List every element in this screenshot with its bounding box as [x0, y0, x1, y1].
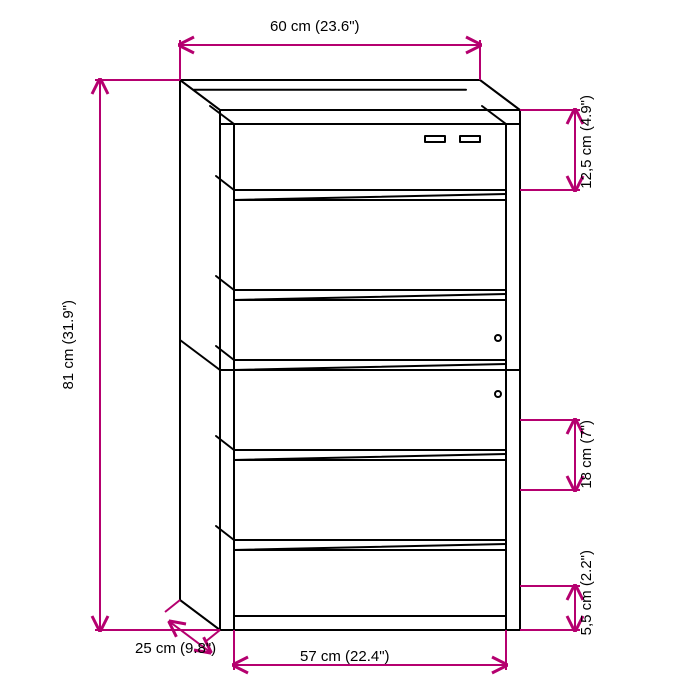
label-height-left: 81 cm (31.9")	[60, 300, 77, 390]
label-depth-bottom: 25 cm (9.8")	[135, 640, 216, 657]
label-bottom-right: 5,5 cm (2.2")	[578, 550, 595, 635]
label-top-right: 12,5 cm (4.9")	[578, 95, 595, 189]
label-width-top: 60 cm (23.6")	[270, 18, 360, 35]
label-width-bottom: 57 cm (22.4")	[300, 648, 390, 665]
label-mid-right: 18 cm (7")	[578, 420, 595, 489]
